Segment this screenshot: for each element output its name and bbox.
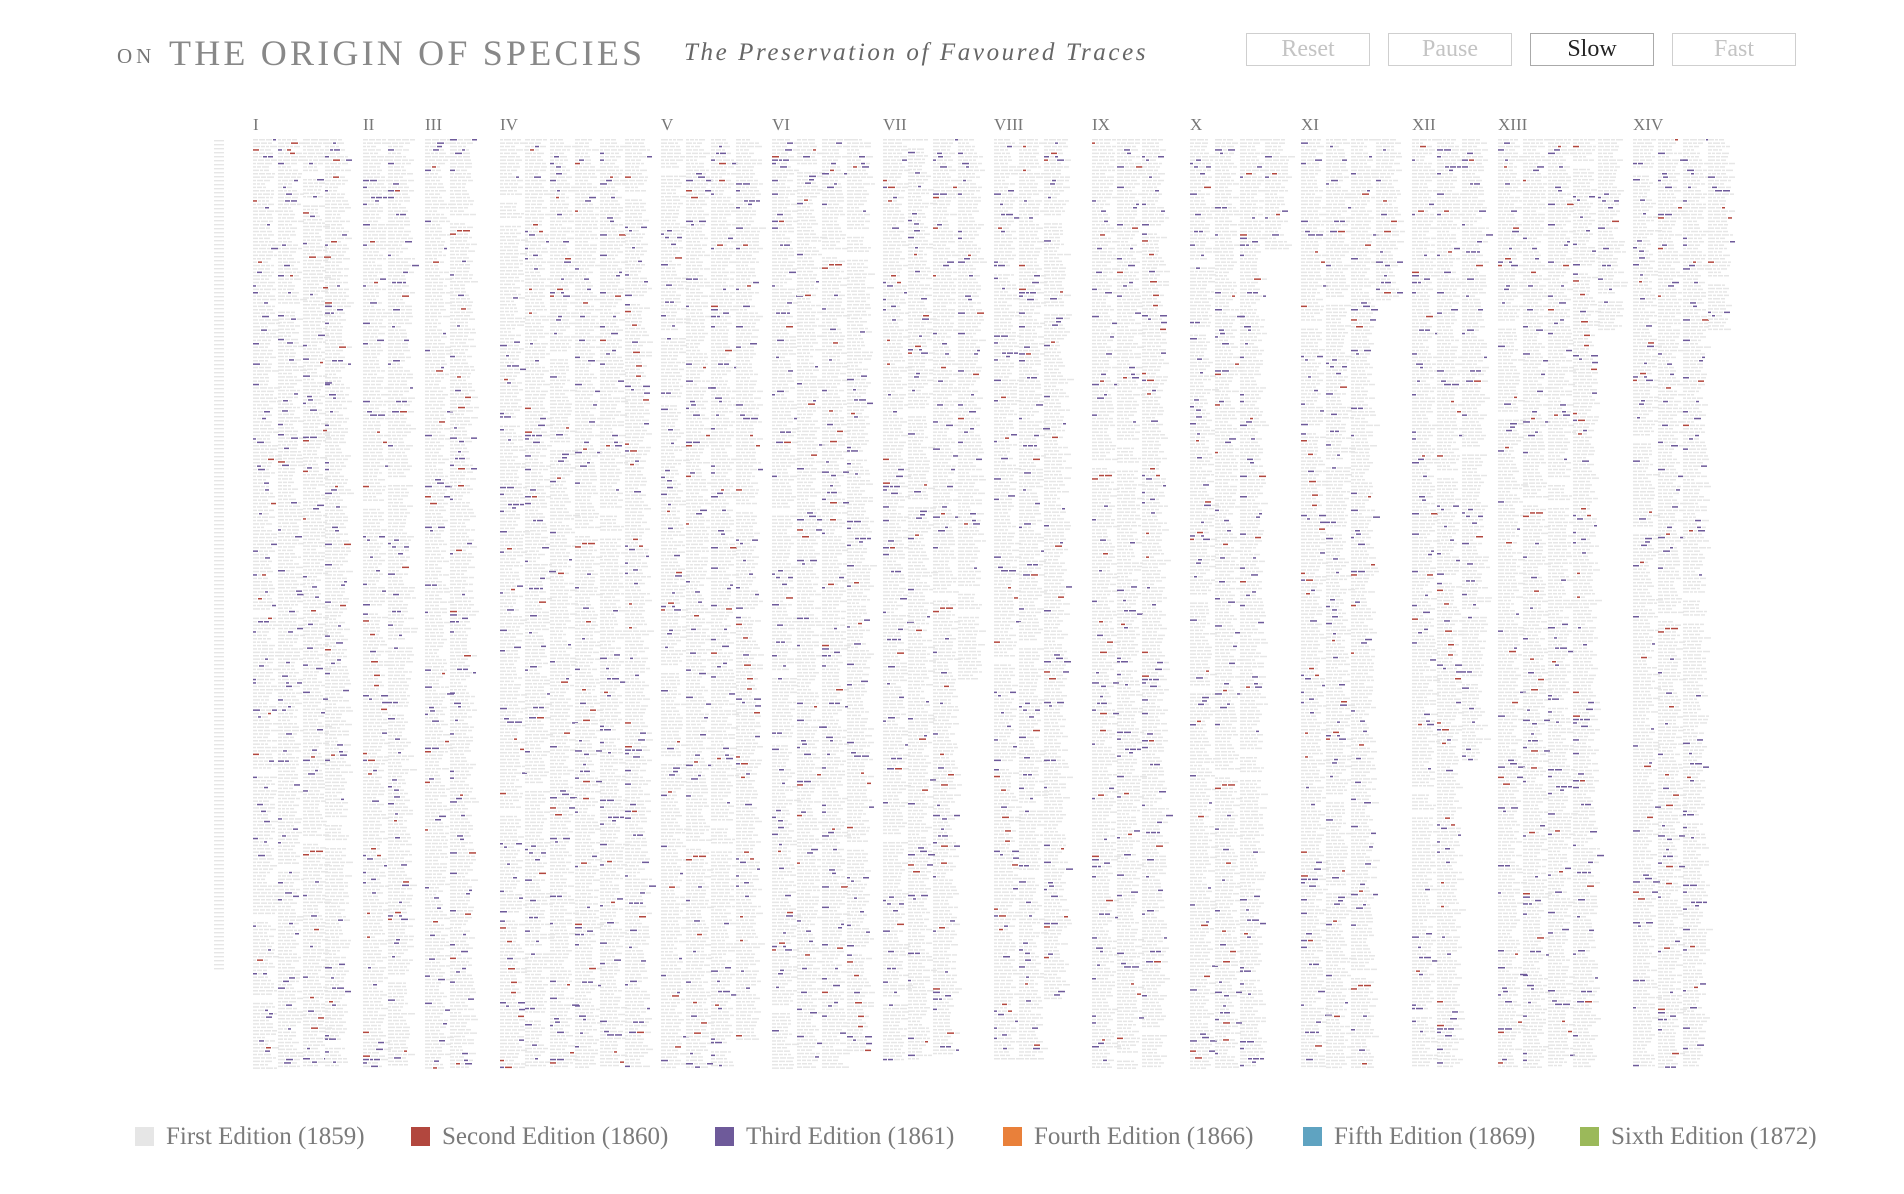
legend-label: Fourth Edition (1866) xyxy=(1034,1118,1253,1156)
chapter-label: III xyxy=(425,115,442,134)
fast-button[interactable]: Fast xyxy=(1672,33,1796,66)
text-visualization: I II III IV V VI VII VIII IX X XI XII XIII XIV xyxy=(0,0,1904,1100)
swatch-sixth-edition xyxy=(1580,1127,1599,1146)
slow-button[interactable]: Slow xyxy=(1530,33,1654,66)
title-prefix: ON xyxy=(117,44,155,69)
edition-legend: First Edition (1859) Second Edition (186… xyxy=(0,1118,1904,1158)
page-title: THE ORIGIN OF SPECIES xyxy=(169,32,645,74)
page-subtitle: The Preservation of Favoured Traces xyxy=(684,39,1148,67)
swatch-first-edition xyxy=(135,1127,154,1146)
legend-label: Fifth Edition (1869) xyxy=(1334,1118,1535,1156)
swatch-fourth-edition xyxy=(1003,1127,1022,1146)
swatch-third-edition xyxy=(715,1127,734,1146)
chapter-label: XIII xyxy=(1498,115,1528,134)
reset-button[interactable]: Reset xyxy=(1246,33,1370,66)
chapter-label: VII xyxy=(883,115,907,134)
chapter-label: V xyxy=(661,115,674,134)
chapter-label: VI xyxy=(772,115,790,134)
legend-label: Second Edition (1860) xyxy=(442,1118,668,1156)
pause-button[interactable]: Pause xyxy=(1388,33,1512,66)
legend-label: Third Edition (1861) xyxy=(746,1118,954,1156)
legend-label: First Edition (1859) xyxy=(166,1118,365,1156)
chapter-label: XII xyxy=(1412,115,1436,134)
swatch-fifth-edition xyxy=(1303,1127,1322,1146)
chapter-label: X xyxy=(1190,115,1202,134)
chapter-label: IV xyxy=(500,115,519,134)
legend-label: Sixth Edition (1872) xyxy=(1611,1118,1817,1156)
chapter-label: II xyxy=(363,115,375,134)
chapter-label: VIII xyxy=(994,115,1024,134)
chapter-label: XIV xyxy=(1633,115,1664,134)
chapter-label: I xyxy=(253,115,259,134)
chapter-label: IX xyxy=(1092,115,1110,134)
swatch-second-edition xyxy=(411,1127,430,1146)
chapter-label: XI xyxy=(1301,115,1319,134)
